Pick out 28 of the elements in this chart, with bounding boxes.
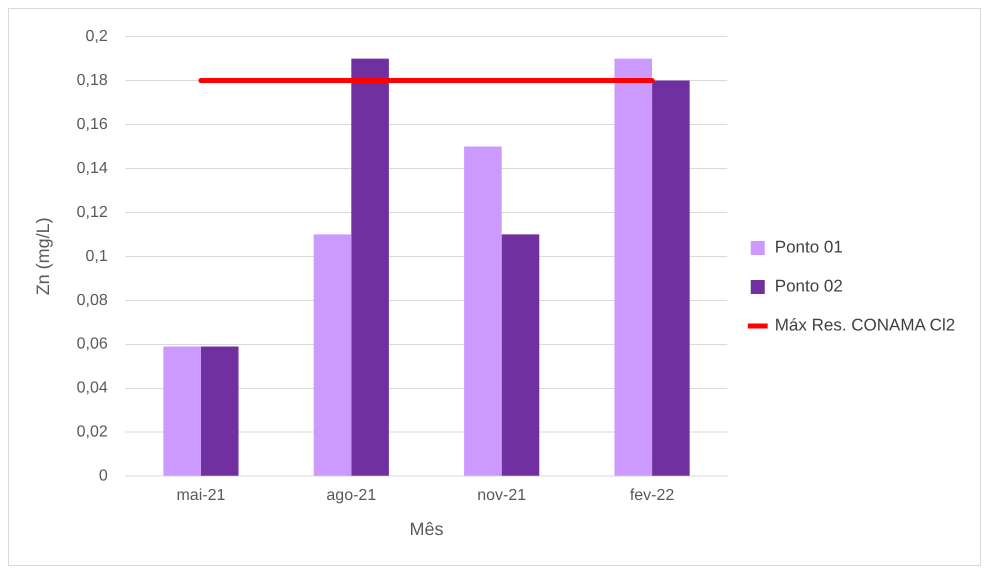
bar <box>351 58 389 476</box>
y-tick-label: 0,1 <box>85 248 108 265</box>
bar <box>464 146 502 476</box>
bar <box>163 346 201 476</box>
y-tick-label: 0,18 <box>76 72 108 89</box>
x-tick-label: fev-22 <box>630 487 674 504</box>
y-tick-label: 0,04 <box>76 380 108 397</box>
y-tick-label: 0,2 <box>85 28 108 46</box>
bar <box>200 346 239 476</box>
y-tick-label: 0,08 <box>76 292 108 309</box>
y-tick-label: 0,06 <box>76 336 108 353</box>
x-tick-label: ago-21 <box>326 487 376 504</box>
y-tick-label: 0,12 <box>76 204 108 221</box>
bar <box>652 80 690 476</box>
x-tick-label: mai-21 <box>176 487 226 504</box>
bar <box>502 234 540 476</box>
bar <box>314 234 352 476</box>
bar <box>614 58 652 476</box>
y-tick-label: 0,16 <box>76 116 108 133</box>
legend-label: Ponto 02 <box>774 276 843 296</box>
y-axis-title: Zn (mg/L) <box>32 217 53 296</box>
y-tick-label: 0,02 <box>76 424 108 441</box>
legend-label: Máx Res. CONAMA Cl2 <box>774 316 956 335</box>
x-axis-title: Mês <box>409 519 444 540</box>
y-tick-label: 0,14 <box>76 160 108 177</box>
legend-label: Ponto 01 <box>774 238 843 257</box>
y-tick-label: 0 <box>98 468 108 485</box>
x-tick-label: nov-21 <box>477 487 526 504</box>
